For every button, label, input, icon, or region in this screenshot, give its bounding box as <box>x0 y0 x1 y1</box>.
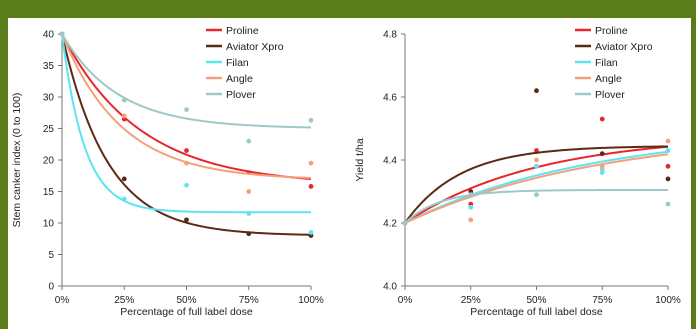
chart2-y-axis-label: Yield t/ha <box>354 138 366 182</box>
chart1-trend-line-filan <box>61 33 311 214</box>
chart2-point-aviator-xpro <box>665 176 671 182</box>
chart1-y-tick-label: 30 <box>43 93 55 104</box>
chart1-point-aviator-xpro <box>121 176 127 182</box>
chart2-point-plover <box>534 192 539 198</box>
chart1-point-filan <box>246 211 252 216</box>
chart2-point-aviator-xpro <box>599 151 605 157</box>
chart2-x-tick-label: 50% <box>526 295 546 306</box>
chart1-y-tick-label: 20 <box>43 156 55 167</box>
chart1-y-tick-label: 0 <box>48 282 54 293</box>
chart2-point-angle <box>665 138 671 144</box>
chart1-x-tick-label: 100% <box>298 295 324 306</box>
chart1-x-tick-label: 50% <box>176 295 196 306</box>
chart2-x-tick-label: 0% <box>398 295 413 306</box>
chart2-point-plover <box>402 220 408 226</box>
chart1-point-angle <box>184 160 189 166</box>
chart1-point-plover <box>246 138 252 144</box>
chart2-legend-label-proline: Proline <box>595 25 628 37</box>
chart2-point-angle <box>534 157 539 163</box>
chart2-legend-label-filan: Filan <box>595 57 618 69</box>
chart1-x-tick-label: 75% <box>239 295 259 306</box>
chart1-trend-line-aviator-xpro <box>61 33 312 236</box>
chart2-trend-line-filan <box>404 150 669 224</box>
chart2-point-plover <box>665 201 671 207</box>
chart1-legend-label-plover: Plover <box>226 89 256 101</box>
chart1-x-axis-label: Percentage of full label dose <box>120 306 253 318</box>
chart2-trend-line-aviator-xpro <box>404 145 669 224</box>
chart1-x-tick-label: 25% <box>114 295 134 306</box>
chart1-trend-line-plover <box>61 33 312 129</box>
chart2-legend-label-angle: Angle <box>595 73 622 85</box>
chart2-point-filan <box>468 204 474 210</box>
chart2-point-plover <box>599 167 605 172</box>
chart1-y-tick-label: 35 <box>43 61 55 72</box>
chart1-trend-line-angle <box>61 33 312 179</box>
chart1-legend-label-aviator-xpro: Aviator Xpro <box>226 41 284 53</box>
chart2-legend-label-plover: Plover <box>595 89 625 101</box>
chart1-point-plover <box>59 31 65 37</box>
chart1-y-tick-label: 15 <box>43 187 55 198</box>
chart2-x-axis-label: Percentage of full label dose <box>470 306 603 318</box>
chart2-trend-line-plover <box>404 188 668 224</box>
chart2-x-tick-label: 75% <box>592 295 612 306</box>
chart2-point-angle <box>468 217 474 223</box>
chart1-y-tick-label: 40 <box>43 30 55 41</box>
chart1-point-aviator-xpro <box>184 217 189 223</box>
chart2-y-tick-label: 4.4 <box>383 156 397 167</box>
chart-canvas: 0 5 10 15 20 25 30 35 40 0% 25% 50% 75% 100% Percentag… <box>11 25 681 318</box>
chart2-point-filan <box>665 148 671 153</box>
chart1-y-tick-label: 25 <box>43 124 55 135</box>
chart2-y-tick-label: 4.8 <box>383 30 397 41</box>
chart1-point-angle <box>121 113 127 119</box>
chart1-x-tick-label: 0% <box>55 295 70 306</box>
chart2-x-tick-label: 25% <box>461 295 481 306</box>
chart1-point-proline <box>308 184 314 189</box>
chart1-point-filan <box>308 230 314 235</box>
chart2-point-aviator-xpro <box>534 88 539 94</box>
chart1-point-filan <box>121 196 127 202</box>
chart1-point-angle <box>246 189 252 194</box>
chart1-trend-line-proline <box>61 33 312 181</box>
chart2-point-proline <box>599 116 605 122</box>
chart2-legend-label-aviator-xpro: Aviator Xpro <box>595 41 653 53</box>
chart1-legend-label-angle: Angle <box>226 73 253 85</box>
chart2-x-tick-label: 100% <box>655 295 681 306</box>
chart2-point-filan <box>534 163 539 169</box>
chart1-y-tick-label: 10 <box>43 219 55 230</box>
chart2-y-tick-label: 4.6 <box>383 93 397 104</box>
chart1-point-proline <box>184 148 189 153</box>
chart2-y-tick-label: 4.2 <box>383 219 397 230</box>
chart1-y-tick-label: 5 <box>48 250 54 261</box>
chart1-point-plover <box>121 97 127 103</box>
chart1-point-plover <box>184 107 189 112</box>
chart1-legend-label-proline: Proline <box>226 25 259 37</box>
figure-panel: 0 5 10 15 20 25 30 35 40 0% 25% 50% 75% 100% Percentag… <box>8 18 691 329</box>
chart1-y-axis-label: Stem canker index (0 to 100) <box>11 93 23 228</box>
chart1-legend-label-filan: Filan <box>226 57 249 69</box>
chart1-point-filan <box>184 182 189 188</box>
chart1-point-plover <box>308 117 314 123</box>
chart2-y-tick-label: 4.0 <box>383 282 397 293</box>
chart2-trend-line-angle <box>404 153 669 224</box>
chart2-point-proline <box>665 163 671 169</box>
chart2-point-plover <box>468 192 474 198</box>
chart1-point-aviator-xpro <box>246 231 252 237</box>
chart1-point-angle <box>308 160 314 166</box>
